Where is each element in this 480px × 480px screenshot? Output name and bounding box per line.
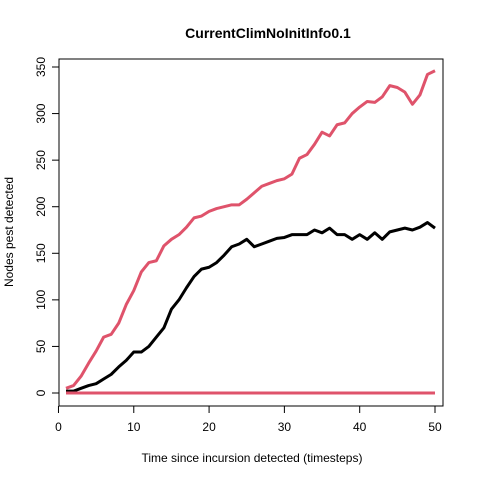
series-line-2 (65, 69, 436, 390)
x-axis: 0 10 20 30 40 50 (55, 405, 442, 434)
x-tick-label: 10 (127, 420, 141, 434)
series-layer (65, 69, 436, 395)
plot-frame (58, 58, 444, 407)
x-tick-label: 50 (428, 420, 442, 434)
y-tick-label: 250 (34, 150, 48, 170)
y-tick-label: 200 (34, 196, 48, 216)
x-axis-label: Time since incursion detected (timesteps… (142, 451, 363, 465)
y-tick-label: 50 (34, 339, 48, 353)
x-tick-label: 30 (278, 420, 292, 434)
y-tick-label: 300 (34, 103, 48, 123)
series-line-1 (66, 221, 436, 393)
x-tick-label: 20 (202, 420, 216, 434)
chart-title: CurrentClimNoInitInfo0.1 (185, 25, 351, 41)
y-tick-label: 150 (34, 243, 48, 263)
y-axis-label: Nodes pest detected (2, 177, 16, 287)
x-tick-label: 0 (55, 420, 62, 434)
x-tick-label: 40 (353, 420, 367, 434)
y-axis: 0 50 100 150 200 250 300 350 (34, 57, 60, 396)
y-tick-label: 0 (34, 389, 48, 396)
y-tick-label: 350 (34, 57, 48, 77)
y-tick-label: 100 (34, 290, 48, 310)
